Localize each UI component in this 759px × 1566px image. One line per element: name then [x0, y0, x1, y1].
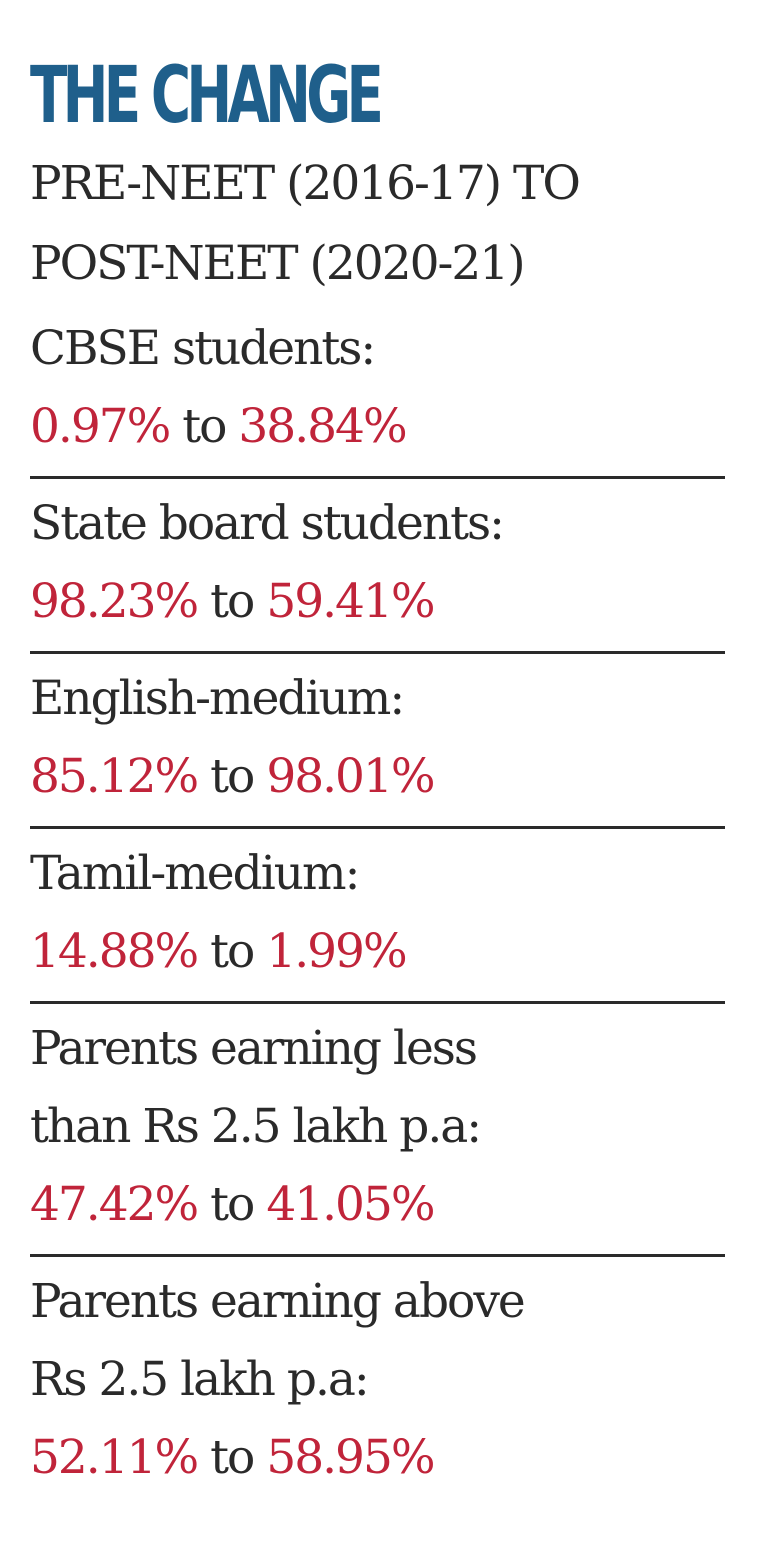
infographic-subtitle: PRE-NEET (2016-17) TO POST-NEET (2020-21… — [30, 144, 725, 304]
stat-entry-state-board: State board students: 98.23% to 59.41% — [30, 476, 725, 651]
stat-to-value: 98.01% — [266, 749, 435, 804]
stat-connector: to — [210, 1430, 255, 1485]
stat-to-value: 58.95% — [266, 1430, 435, 1485]
stat-label: than Rs 2.5 lakh p.a: — [30, 1099, 482, 1154]
stat-label: Parents earning above — [30, 1274, 526, 1329]
stat-values: 52.11% to 58.95% — [30, 1419, 725, 1497]
stat-label: Tamil-medium: — [30, 846, 360, 901]
stat-from-value: 47.42% — [30, 1177, 199, 1232]
stat-connector: to — [210, 749, 255, 804]
stat-from-value: 98.23% — [30, 574, 199, 629]
subtitle-line-2: POST-NEET (2020-21) — [30, 236, 526, 291]
stat-to-value: 59.41% — [266, 574, 435, 629]
stat-from-value: 52.11% — [30, 1430, 199, 1485]
stat-values: 98.23% to 59.41% — [30, 563, 725, 641]
stat-connector: to — [210, 574, 255, 629]
stat-entry-parents-above: Parents earning above Rs 2.5 lakh p.a: 5… — [30, 1254, 725, 1507]
stat-to-value: 38.84% — [238, 399, 407, 454]
stat-label: Rs 2.5 lakh p.a: — [30, 1352, 370, 1407]
stat-values: 0.97% to 38.84% — [30, 388, 725, 466]
stat-label: English-medium: — [30, 671, 405, 726]
stat-entry-cbse: CBSE students: 0.97% to 38.84% — [30, 304, 725, 476]
stat-from-value: 14.88% — [30, 924, 199, 979]
stat-label: CBSE students: — [30, 321, 376, 376]
stat-connector: to — [210, 1177, 255, 1232]
stat-to-value: 41.05% — [266, 1177, 435, 1232]
stat-connector: to — [210, 924, 255, 979]
stat-label: Parents earning less — [30, 1021, 478, 1076]
stat-to-value: 1.99% — [266, 924, 407, 979]
stat-values: 14.88% to 1.99% — [30, 913, 725, 991]
stat-label: State board students: — [30, 496, 505, 551]
infographic-card: THE CHANGE PRE-NEET (2016-17) TO POST-NE… — [30, 48, 725, 1507]
stat-entry-tamil-medium: Tamil-medium: 14.88% to 1.99% — [30, 826, 725, 1001]
infographic-title: THE CHANGE — [30, 51, 384, 141]
stat-from-value: 85.12% — [30, 749, 199, 804]
stat-from-value: 0.97% — [30, 399, 171, 454]
subtitle-line-1: PRE-NEET (2016-17) TO — [30, 156, 581, 211]
stat-values: 85.12% to 98.01% — [30, 738, 725, 816]
stat-entry-english-medium: English-medium: 85.12% to 98.01% — [30, 651, 725, 826]
stat-connector: to — [182, 399, 227, 454]
stat-entry-parents-below: Parents earning less than Rs 2.5 lakh p.… — [30, 1001, 725, 1254]
stat-values: 47.42% to 41.05% — [30, 1166, 725, 1244]
